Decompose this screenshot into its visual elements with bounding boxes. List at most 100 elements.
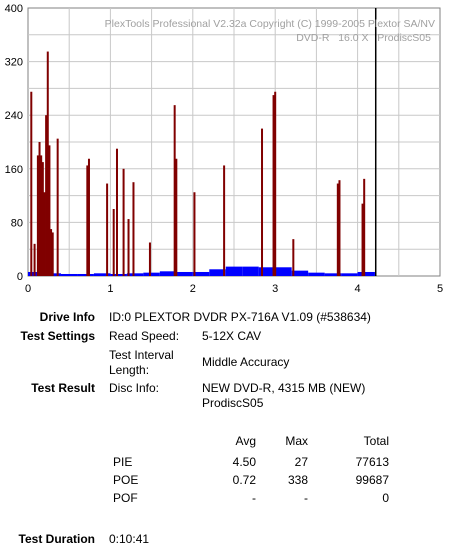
- poe-spike: [86, 165, 89, 276]
- poe-spike: [40, 155, 43, 276]
- poe-spike: [36, 155, 39, 276]
- poe-spike: [43, 192, 46, 276]
- pie-bar: [225, 266, 243, 276]
- col-header-total: Total: [363, 434, 389, 448]
- row-total: 99687: [355, 473, 389, 487]
- pie-bar: [374, 271, 376, 276]
- scan-chart: 0 80 160 240 320 400 0 1 2 3 4 5 PlexTools Profess…: [5, 3, 443, 295]
- poe-spike: [115, 148, 118, 276]
- pie-bar: [341, 273, 358, 276]
- pie-bar: [242, 266, 259, 276]
- poe-spike: [87, 158, 90, 276]
- x-tick-label: 0: [25, 283, 31, 295]
- poe-spike: [336, 183, 339, 276]
- disc-info-label: Disc Info:: [109, 381, 160, 395]
- chart-title: PlexTools Professional V2.32a Copyright …: [105, 18, 435, 30]
- pie-bar: [28, 271, 45, 276]
- poe-spike: [112, 209, 115, 276]
- y-tick-label: 80: [11, 217, 23, 229]
- poe-series: [30, 51, 366, 277]
- x-tick-labels: 0 1 2 3 4 5: [25, 283, 443, 295]
- poe-spike: [127, 219, 130, 276]
- y-tick-label: 400: [5, 3, 23, 15]
- row-total: 0: [382, 491, 389, 505]
- pie-bar: [60, 273, 78, 276]
- pie-bar: [192, 271, 210, 276]
- poe-spike: [148, 242, 151, 276]
- y-tick-label: 240: [5, 110, 23, 122]
- poe-spike: [122, 168, 125, 276]
- pie-bar: [126, 273, 144, 276]
- pie-bar: [275, 267, 292, 276]
- poe-spike: [50, 229, 53, 276]
- test-interval-label: Test Interval Length:: [109, 348, 174, 377]
- pie-bar: [143, 272, 160, 276]
- pie-bar: [110, 273, 127, 276]
- pie-bar: [77, 273, 94, 276]
- grid-lines: [28, 8, 440, 276]
- x-tick-label: 3: [272, 283, 278, 295]
- poe-spike: [38, 142, 41, 276]
- x-tick-label: 5: [437, 283, 443, 295]
- poe-spike: [46, 51, 49, 276]
- poe-spike: [261, 128, 264, 276]
- pie-bar: [357, 271, 375, 276]
- disc-info-value: NEW DVD-R, 4315 MB (NEW) ProdiscS05: [202, 381, 366, 410]
- row-avg: 0.72: [232, 473, 256, 487]
- poe-spike: [132, 182, 135, 276]
- col-header-max: Max: [285, 434, 308, 448]
- poe-spike: [51, 232, 54, 276]
- poe-spike: [338, 180, 341, 276]
- y-tick-label: 160: [5, 164, 23, 176]
- test-result-label: Test Result: [31, 381, 95, 395]
- test-duration-label: Test Duration: [18, 532, 95, 546]
- row-name: PIE: [113, 455, 133, 469]
- poe-spike: [175, 158, 178, 276]
- y-tick-label: 0: [17, 271, 23, 283]
- test-settings-label: Test Settings: [20, 329, 95, 343]
- row-avg: 4.50: [232, 455, 256, 469]
- pie-bar: [93, 273, 111, 276]
- poe-spike: [292, 239, 295, 276]
- test-interval-value: Middle Accuracy: [202, 355, 290, 369]
- pie-bar: [159, 271, 177, 276]
- poe-spike: [45, 115, 48, 276]
- row-max: -: [304, 491, 308, 505]
- poe-spike: [30, 91, 33, 276]
- test-duration-value: 0:10:41: [109, 532, 150, 546]
- poe-spike: [363, 178, 366, 276]
- x-tick-label: 1: [107, 283, 113, 295]
- read-speed-value: 5-12X CAV: [202, 329, 262, 343]
- x-tick-label: 2: [190, 283, 196, 295]
- pie-bar: [176, 271, 193, 276]
- y-tick-label: 320: [5, 57, 23, 69]
- row-max: 338: [287, 473, 308, 487]
- row-name: POF: [113, 491, 138, 505]
- poe-spike: [361, 203, 364, 276]
- drive-info-value: ID:0 PLEXTOR DVDR PX-716A V1.09 (#538634…: [109, 310, 371, 324]
- poe-spike: [193, 192, 196, 276]
- row-avg: -: [252, 491, 256, 505]
- row-name: POE: [113, 473, 139, 487]
- poe-spike: [106, 183, 109, 276]
- read-speed-label: Read Speed:: [109, 329, 180, 343]
- poe-spike: [223, 165, 226, 276]
- poe-spike: [33, 243, 36, 276]
- row-max: 27: [294, 455, 308, 469]
- pie-bar: [324, 273, 342, 276]
- poe-spike: [173, 105, 176, 277]
- poe-spike: [272, 95, 275, 276]
- poe-spike: [274, 91, 277, 276]
- x-tick-label: 4: [355, 283, 361, 295]
- y-tick-labels: 0 80 160 240 320 400: [5, 3, 23, 283]
- chart-subtitle: DVD-R 16.0 X ProdiscS05: [296, 32, 431, 44]
- drive-info-label: Drive Info: [39, 310, 95, 324]
- poe-spike: [41, 162, 44, 276]
- row-total: 77613: [355, 455, 389, 469]
- poe-spike: [48, 145, 51, 276]
- col-header-avg: Avg: [235, 434, 256, 448]
- pie-bar: [258, 267, 276, 276]
- pie-bar: [308, 272, 325, 276]
- pie-bar: [291, 270, 309, 276]
- poe-spike: [56, 138, 59, 276]
